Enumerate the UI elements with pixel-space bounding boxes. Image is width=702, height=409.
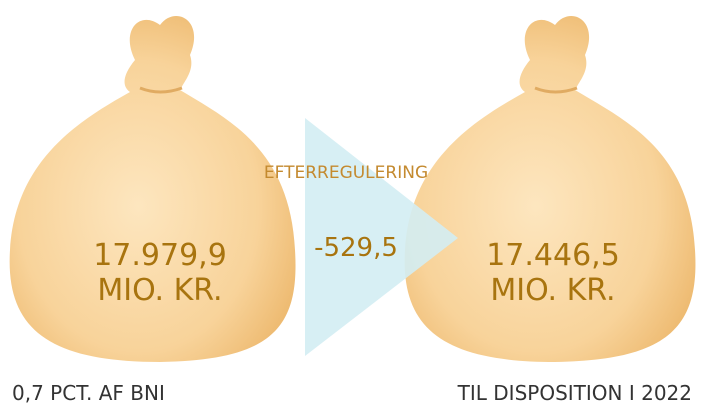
- left-bag: [10, 16, 296, 362]
- result-amount: 17.446,5: [486, 238, 620, 273]
- infographic: 17.979,9 MIO. KR. EFTERREGULERING -529,5…: [0, 0, 702, 409]
- bag: [405, 16, 696, 362]
- source-unit: MIO. KR.: [97, 273, 222, 308]
- bag: [10, 16, 296, 362]
- result-caption: TIL DISPOSITION I 2022: [457, 381, 692, 405]
- source-caption: 0,7 PCT. AF BNI: [12, 381, 165, 405]
- adjustment-label: EFTERREGULERING: [264, 163, 428, 183]
- adjustment-amount: -529,5: [314, 233, 398, 263]
- right-bag: [405, 16, 696, 362]
- result-unit: MIO. KR.: [490, 273, 615, 308]
- source-amount: 17.979,9: [93, 238, 227, 273]
